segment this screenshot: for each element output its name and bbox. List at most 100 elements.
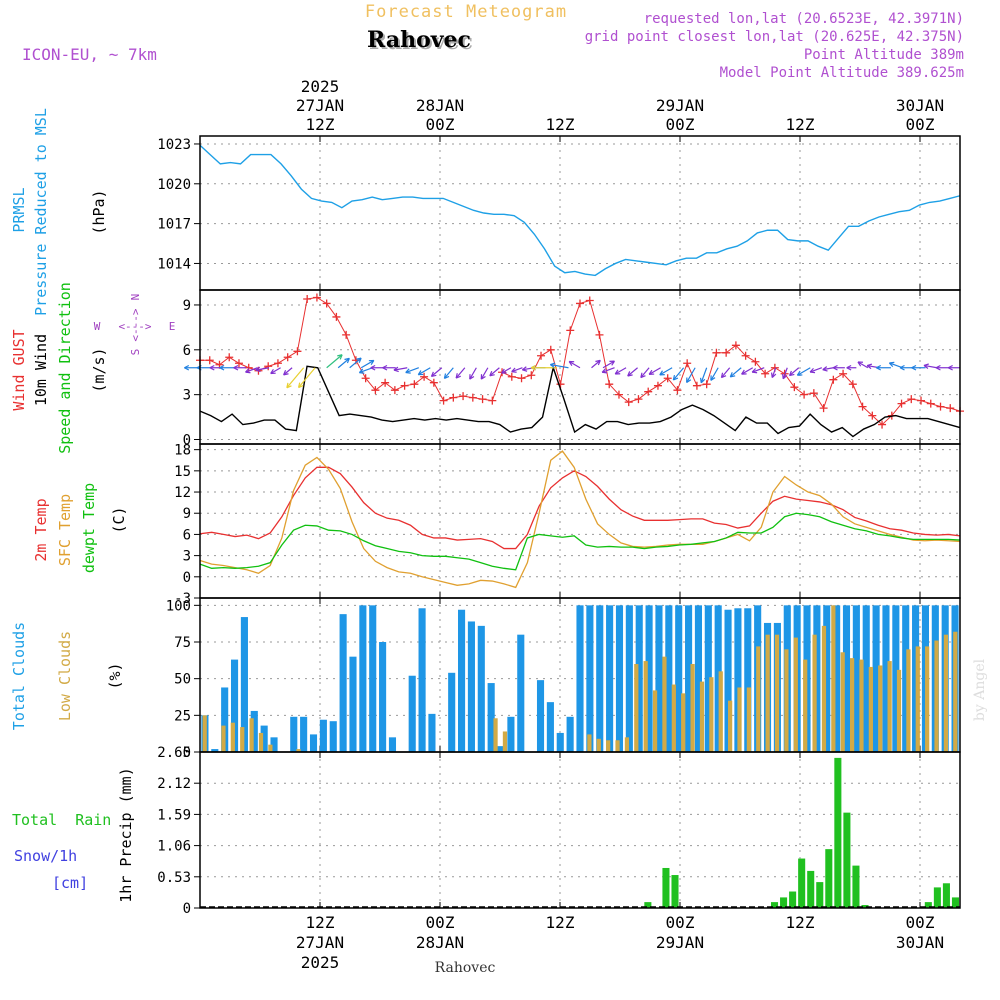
temp-frame [199,443,961,599]
total-clouds-bar [882,605,890,752]
wind-arrow-shaft [283,367,293,376]
wind-arrow-head [480,374,486,380]
bottom-time-label: 00Z [426,913,455,932]
wind-arrow-head [876,364,882,371]
top-time-label: 12Z [786,115,815,134]
wind-direction-arrow [469,367,477,380]
precip-frame [199,751,961,909]
wind-direction-arrow [796,367,811,376]
temp-ytick-label: 18 [174,443,191,459]
wind-direction-arrow [382,364,396,371]
low-clouds-bar [662,656,667,752]
total-clouds-bar [270,737,278,752]
wind-direction-arrow [326,354,343,369]
wind-arrow-shaft [720,367,731,378]
wind-arrow-head [358,368,365,374]
wind-direction-arrow [857,361,869,369]
wind-gust-marker [332,312,341,321]
total-clouds-bar [675,605,683,752]
low-clouds-bar [699,681,705,752]
bottom-time-label: 29JAN [656,933,704,952]
wind-arrow-head [270,368,276,375]
wind-direction-arrow [788,367,800,377]
wind-gust-marker [283,353,292,362]
wind-arrow-shaft [489,367,500,377]
total-clouds-label: Total Clouds [10,622,28,730]
total-clouds-bar [260,725,268,752]
wind-arrow-shaft [359,367,373,374]
wind-direction-arrow [591,359,601,369]
wind-gust-marker [537,351,546,360]
wind-arrow-head [370,364,376,371]
wind-arrow-head [935,364,941,371]
wind-gust-marker [429,378,438,387]
low-clouds-bar [925,646,930,752]
wind-arrow-head [809,367,816,374]
low-clouds-bar [690,664,695,752]
wind-arrow-shaft [710,367,719,381]
wind-gust-marker [381,378,390,387]
wind-gust-marker [546,345,555,354]
wind-gust-marker [507,372,516,381]
wind-direction-arrow [270,367,281,375]
requested-coords: requested lon,lat (20.6523E, 42.3971N) [644,11,964,27]
wind-arrow-head [659,370,665,376]
low-clouds-bar [240,727,245,752]
wind-direction-arrow [358,367,373,374]
low-clouds-bar [784,649,789,752]
wind-gust-marker [361,374,370,383]
grid-point-coords: grid point closest lon,lat (20.625E, 42.… [585,29,964,45]
forecast-title: Forecast Meteogram [365,2,567,22]
bottom-time-label: 12Z [306,913,335,932]
wind-arrow-shaft [659,367,673,376]
total-clouds-bar [665,605,673,752]
wind-gust-marker [449,393,458,402]
clouds-ytick-label: 0 [183,745,191,761]
wind-arrow-shaft [741,367,754,375]
total-clouds-bar [379,642,387,752]
wind-gust-marker [848,380,857,389]
low-clouds-bar [849,658,855,752]
wind-gust-marker [809,389,818,398]
wind-arrow-head [601,368,608,374]
low-clouds-bar [221,725,226,752]
temp-dewpt-line [199,512,961,571]
pressure-panel: 1014 1017 1020 1023 [157,136,960,290]
total-clouds-bar [369,605,377,752]
low-clouds-bar [878,665,883,752]
wind-gust-marker [488,396,497,405]
total-clouds-bar [497,746,505,752]
precip-bar [662,867,670,908]
snow-unit-label: [cm] [52,874,88,892]
wind-arrow-shaft [751,367,765,373]
pressure-ytick-label: 1017 [157,217,191,233]
temp-unit-label: (C) [110,506,128,533]
wind-arrow-head [443,373,450,379]
low-clouds-bar [643,661,648,752]
wind-direction-arrow [417,367,431,376]
low-clouds-bar [624,737,630,752]
total-clouds-bar [655,605,663,752]
wind-direction-arrow [601,367,615,374]
wind-gust-line [200,296,961,426]
compass-s: S [129,349,142,356]
precip-ytick-label: 0 [183,901,191,917]
wind-ytick-label: 3 [183,388,191,404]
total-clouds-bar [349,656,357,752]
wind-gust-marker [702,380,711,389]
wind-gust-marker [936,402,945,411]
wind-arrow-head [729,372,736,378]
wind-arrow-shaft [337,357,350,369]
precip-unit-label: 1hr Precip (mm) [117,767,135,902]
wind-gust-marker [205,356,214,365]
wind-arrow-head [648,369,655,375]
total-clouds-bar [546,702,554,752]
wind-panel: 0 3 6 9 [183,290,960,449]
wind-direction-arrow [672,367,685,381]
total-clouds-bar [221,687,229,752]
wind-arrow-shaft [700,367,708,383]
low-clouds-bar [634,664,639,752]
total-clouds-bar [645,605,653,752]
pressure-ytick-label: 1020 [157,177,191,193]
prmsl-line [199,144,961,277]
